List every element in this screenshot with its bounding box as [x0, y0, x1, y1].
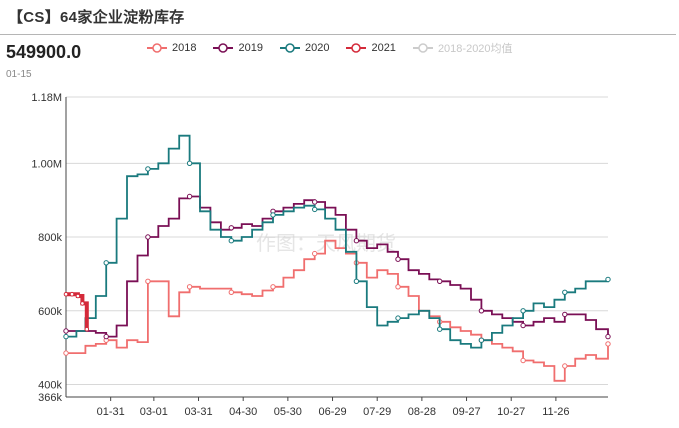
data-point-2018: [395, 284, 401, 290]
data-point-2020: [186, 160, 193, 167]
legend-marker-icon: [213, 43, 234, 53]
data-point-2020: [478, 337, 485, 343]
data-point-2018: [145, 278, 151, 284]
legend-item-2020[interactable]: 2020: [279, 40, 329, 56]
series-line-2021: [66, 292, 89, 330]
data-point-2018: [312, 250, 318, 257]
data-point-2021: [84, 326, 90, 332]
legend-label: 2021: [371, 42, 396, 54]
data-point-2020: [353, 278, 360, 284]
data-point-2020: [63, 333, 69, 340]
data-point-2021: [63, 291, 69, 297]
data-point-2020: [103, 260, 109, 266]
data-point-2021: [75, 293, 81, 299]
data-point-2019: [63, 328, 69, 334]
chart-legend: 2018 2019 2020 2021 2018-2020均值: [146, 40, 513, 56]
data-point-2018: [228, 289, 235, 295]
data-point-2021: [80, 301, 85, 306]
x-tick-label: 10-27: [497, 406, 525, 418]
legend-item-2018[interactable]: 2018: [146, 40, 196, 56]
x-tick-label: 01-31: [97, 406, 125, 418]
x-tick-label: 07-29: [363, 406, 391, 418]
data-point-2018: [270, 284, 276, 290]
data-point-2020: [228, 238, 235, 244]
y-tick-label: 400k: [38, 379, 62, 391]
x-tick-label: 08-28: [408, 406, 436, 418]
series-line-2020: [66, 134, 609, 349]
series-line-2018: [66, 239, 609, 382]
data-point-2020: [562, 289, 568, 295]
legend-marker-icon: [279, 43, 300, 53]
data-point-2019: [145, 234, 151, 240]
data-point-2020: [312, 206, 318, 213]
data-point-2019: [520, 322, 526, 329]
data-point-2018: [562, 363, 568, 369]
data-point-2019: [605, 333, 611, 340]
legend-item-2018-2020均值[interactable]: 2018-2020均值: [412, 40, 513, 56]
data-point-2019: [478, 308, 485, 314]
latest-date: 01-15: [6, 69, 32, 80]
legend-marker-icon: [346, 43, 367, 53]
x-tick-label: 04-30: [229, 406, 257, 418]
data-point-2018: [520, 357, 526, 364]
legend-label: 2018-2020均值: [437, 43, 513, 55]
x-tick-label: 11-26: [542, 406, 569, 418]
x-tick-label: 06-29: [318, 406, 346, 418]
legend-label: 2019: [238, 42, 263, 54]
data-point-2019: [186, 193, 193, 200]
data-point-2020: [437, 326, 443, 332]
series-line-2019: [66, 195, 609, 338]
data-point-2020: [605, 276, 611, 283]
data-point-2020: [270, 212, 276, 218]
y-tick-label: 366k: [38, 392, 62, 404]
data-point-2018: [63, 350, 69, 356]
y-tick-label: 1.00M: [31, 158, 62, 170]
x-tick-label: 03-01: [140, 406, 168, 418]
legend-item-2019[interactable]: 2019: [212, 40, 263, 56]
data-point-2019: [103, 333, 109, 340]
x-tick-label: 09-27: [452, 406, 480, 418]
data-point-2019: [353, 238, 360, 244]
data-point-2021: [69, 291, 75, 297]
title-divider: [0, 34, 676, 35]
data-point-2018: [186, 284, 193, 290]
x-tick-label: 05-30: [274, 406, 302, 418]
legend-marker-icon: [147, 43, 167, 53]
data-point-2020: [520, 308, 526, 314]
y-tick-label: 1.18M: [31, 92, 62, 104]
x-tick-label: 03-31: [184, 406, 212, 418]
legend-item-2021[interactable]: 2021: [345, 40, 396, 56]
data-point-2019: [228, 225, 235, 231]
chart-title: 【CS】64家企业淀粉库存: [8, 9, 185, 26]
y-tick-label: 600k: [38, 306, 62, 318]
y-tick-label: 800k: [38, 232, 62, 244]
latest-value: 549900.0: [6, 42, 82, 62]
data-point-2020: [145, 166, 151, 172]
legend-label: 2020: [304, 42, 330, 54]
data-point-2019: [437, 278, 443, 284]
data-point-2019: [562, 311, 568, 318]
data-point-2018: [605, 341, 611, 347]
legend-marker-icon: [412, 43, 433, 53]
data-point-2019: [395, 256, 401, 262]
data-point-2019: [312, 199, 318, 205]
legend-label: 2018: [172, 42, 197, 54]
data-point-2020: [395, 315, 401, 321]
